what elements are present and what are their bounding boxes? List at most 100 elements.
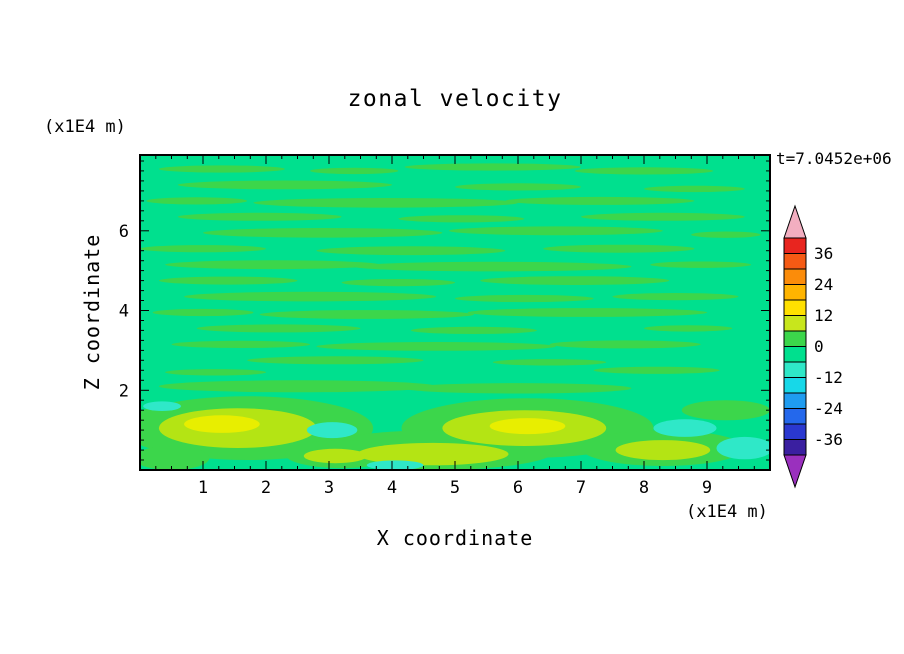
contour-blob-band-0-6 (140, 245, 266, 253)
colorbar-label: 36 (814, 244, 833, 263)
contour-blob-band-0-6 (581, 212, 745, 221)
colorbar-segment (783, 392, 807, 409)
contour-blob-band-0-6 (177, 212, 342, 221)
colorbar-segment (783, 439, 807, 456)
time-annotation: t=7.0452e+06 (776, 149, 892, 168)
contour-blob-band-0-6 (259, 310, 474, 319)
contour-field (140, 155, 770, 470)
contour-blob-band-0-6 (505, 196, 695, 205)
contour-blob-band-0-6 (644, 325, 733, 332)
contour-blob-band-0-6 (140, 446, 210, 470)
contour-blob-band-0-6 (158, 165, 285, 173)
colorbar-segment (783, 346, 807, 363)
contour-blob-band-0-6 (681, 400, 770, 421)
colorbar-labels: 36 24 12 0 -12 -24 -36 (814, 244, 843, 449)
x-tick-label: 7 (576, 478, 586, 498)
colorbar-label: -36 (814, 430, 843, 449)
contour-blob-band-0-6 (410, 326, 537, 334)
x-tick-label: 8 (639, 478, 649, 498)
x-tick-label: 6 (513, 478, 523, 498)
x-tick-label: 4 (387, 478, 397, 498)
contour-blob-band-neg12-neg6 (716, 436, 770, 460)
colorbar-segment (783, 377, 807, 394)
contour-blob-band-0-6 (354, 261, 632, 272)
contour-blob-band-6-12 (357, 442, 509, 466)
y-axis-unit-label: (x1E4 m) (44, 117, 126, 137)
contour-blob-band-0-6 (158, 276, 298, 285)
colorbar-segment (783, 284, 807, 301)
contour-blob-band-0-6 (184, 291, 437, 302)
contour-blob-band-0-6 (310, 167, 399, 175)
contour-blob-band-0-6 (171, 340, 311, 348)
contour-blob-band-0-6 (341, 279, 455, 287)
axis-ticks (140, 155, 770, 470)
colorbar-segment (783, 268, 807, 285)
contour-blob-band-0-6 (316, 246, 506, 256)
contour-blob-band-0-6 (203, 228, 443, 238)
z-tick-label: 4 (119, 302, 129, 322)
contour-blob-band-0-6 (177, 180, 392, 190)
contour-blob-band-0-6 (455, 294, 594, 303)
colorbar-segment (783, 237, 807, 254)
contour-blob-band-0-6 (644, 185, 745, 193)
contour-blob-band-0-6 (650, 261, 752, 268)
contour-blob-band-0-6 (691, 231, 761, 238)
colorbar-label: 12 (814, 306, 833, 325)
contour-blob-band-neg12-neg6 (653, 419, 717, 437)
colorbar-label: 24 (814, 275, 833, 294)
contour-blob-band-0-6 (404, 163, 581, 171)
plot-title: zonal velocity (347, 86, 563, 112)
contour-blob-band-0-6 (480, 276, 670, 285)
colorbar-segment (783, 299, 807, 316)
contour-blob-band-6-12 (303, 448, 367, 464)
colorbar-arrow-up (783, 204, 807, 239)
contour-blob-band-0-6 (247, 356, 424, 365)
contour-blob-band-0-6 (467, 308, 707, 317)
axis-tick-labels: 1 2 3 4 5 6 7 8 9 2 4 6 (119, 222, 712, 498)
colorbar-arrow-down (783, 454, 807, 489)
contour-blob-band-0-6 (549, 340, 701, 349)
contour-blob-band-0-6 (165, 369, 266, 376)
x-axis-unit-label: (x1E4 m) (686, 502, 768, 522)
colorbar-label: 0 (814, 337, 824, 356)
contour-blob-band-0-6 (253, 198, 518, 208)
colorbar-segment (783, 253, 807, 270)
z-tick-label: 6 (119, 222, 129, 242)
x-tick-label: 2 (261, 478, 271, 498)
contour-blob-band-0-6 (152, 308, 254, 317)
x-tick-label: 9 (702, 478, 712, 498)
contour-blob-band-0-6 (196, 324, 361, 333)
x-tick-label: 5 (450, 478, 460, 498)
contour-blob-band-0-6 (455, 183, 581, 191)
contour-blob-band-0-6 (574, 167, 714, 175)
colorbar-segment (783, 423, 807, 440)
colorbar-segment (783, 408, 807, 425)
contour-blob-band-12-18 (489, 418, 566, 435)
contour-blob-band-0-6 (165, 260, 380, 270)
contour-blob-band-0-6 (398, 215, 525, 223)
contour-blob-band-neg12-neg6 (143, 401, 182, 412)
contour-blob-band-0-6 (492, 359, 607, 366)
contour-blob-band-0-6 (593, 366, 720, 374)
x-tick-label: 3 (324, 478, 334, 498)
contour-blob-band-0-6 (404, 383, 632, 394)
colorbar-label: -12 (814, 368, 843, 387)
colorbar-segment (783, 330, 807, 347)
contour-blob-band-neg12-neg6 (366, 460, 424, 470)
contour-blob-band-6-12 (615, 440, 711, 461)
contour-blob-band-0-6 (316, 342, 556, 351)
contour-blob-band-0-6 (158, 380, 437, 393)
z-tick-label: 2 (119, 381, 129, 401)
contour-blob-band-12-18 (184, 415, 260, 433)
colorbar-label: -24 (814, 399, 843, 418)
contour-blob-band-0-6 (146, 197, 248, 205)
colorbar-segment (783, 361, 807, 378)
contour-blob-band-neg12-neg6 (306, 422, 358, 439)
contour-blob-band-0-6 (448, 226, 663, 236)
contour-blob-band-0-6 (612, 293, 739, 301)
contour-blob-band-0-6 (543, 244, 695, 253)
colorbar (783, 204, 807, 489)
colorbar-segment (783, 315, 807, 332)
